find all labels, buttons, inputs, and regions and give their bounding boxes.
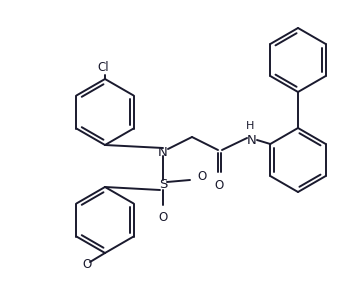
- Text: N: N: [247, 133, 257, 146]
- Text: O: O: [214, 179, 224, 192]
- Text: H: H: [246, 121, 254, 131]
- Text: S: S: [159, 178, 167, 191]
- Text: Cl: Cl: [97, 61, 109, 74]
- Text: O: O: [83, 259, 92, 271]
- Text: O: O: [197, 171, 206, 184]
- Text: N: N: [158, 146, 168, 159]
- Text: O: O: [159, 211, 168, 224]
